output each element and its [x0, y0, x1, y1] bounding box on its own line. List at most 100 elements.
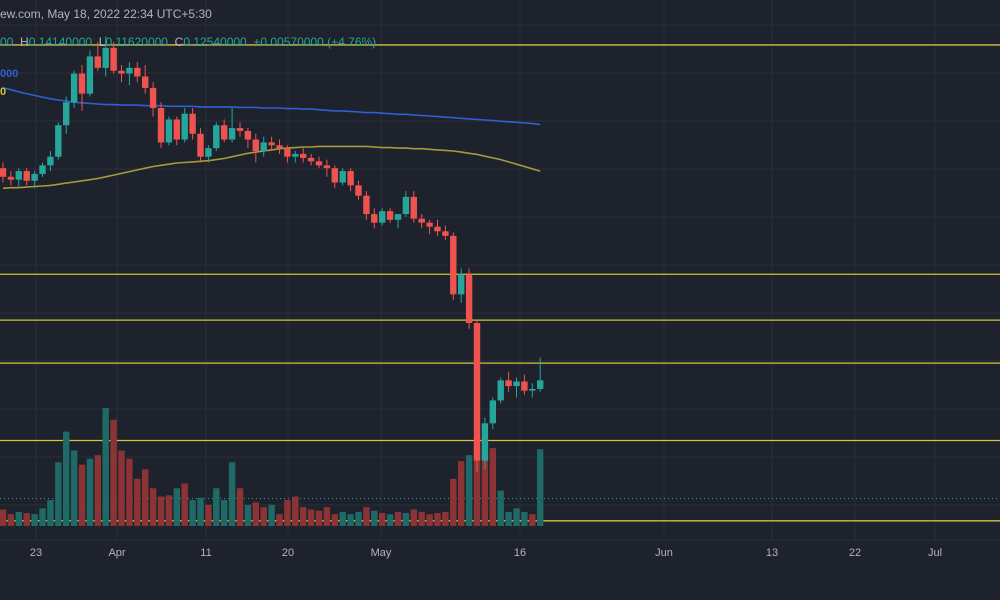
volume-bar	[268, 504, 275, 526]
x-tick-label: 11	[200, 547, 211, 559]
candle-body	[94, 56, 101, 68]
volume-bars	[0, 408, 544, 526]
volume-bar	[47, 500, 54, 526]
volume-bar	[157, 496, 165, 526]
candle-body	[394, 214, 402, 220]
candle-body	[339, 171, 346, 183]
change-value: +0.00570000 (+4.76%)	[253, 35, 377, 49]
volume-bar	[489, 448, 496, 526]
candle-body	[149, 87, 157, 108]
candle-body	[260, 142, 267, 151]
candle-body	[142, 76, 149, 88]
volume-bar	[339, 511, 346, 526]
candle-body	[213, 125, 220, 149]
volume-bar	[505, 511, 512, 526]
volume-bar	[434, 513, 441, 526]
volume-bar	[426, 514, 433, 526]
volume-bar	[213, 488, 220, 526]
candle-body	[315, 161, 323, 166]
volume-bar	[236, 488, 244, 526]
volume-bar	[284, 500, 291, 526]
candle-body	[529, 388, 536, 391]
candle-body	[418, 218, 425, 223]
candle-body	[371, 214, 378, 223]
volume-bar	[221, 500, 228, 526]
candle-body	[513, 381, 520, 387]
volume-bar	[402, 513, 410, 526]
volume-bar	[497, 490, 504, 526]
ohlc-readout: 00 H0.14140000 L0.11620000 C0.12540000 +…	[0, 35, 376, 49]
volume-bar	[228, 462, 236, 526]
volume-bar	[410, 509, 417, 526]
volume-bar	[331, 514, 338, 526]
x-tick-label: 20	[282, 547, 294, 559]
volume-bar	[86, 458, 94, 526]
candle-body	[489, 400, 496, 424]
ma50-line	[2, 145, 541, 190]
x-tick-label: Jul	[928, 547, 942, 559]
x-tick-label: Apr	[108, 547, 125, 559]
volume-bar	[465, 455, 473, 526]
volume-bar	[39, 508, 46, 526]
candle-body	[323, 165, 331, 169]
candle-body	[410, 196, 417, 219]
volume-bar	[347, 514, 354, 526]
candle-body	[442, 231, 449, 236]
candle-body	[386, 211, 394, 220]
candle-body	[458, 274, 465, 295]
volume-bar	[15, 511, 22, 526]
high-value: 0.14140000	[28, 35, 93, 49]
candle-body	[521, 381, 528, 391]
candle-body	[300, 153, 307, 158]
volume-bar	[458, 461, 465, 526]
candle-body	[347, 171, 354, 186]
candle-body	[292, 153, 299, 157]
volume-bar	[134, 478, 141, 526]
x-tick-label: 13	[766, 547, 778, 559]
candle-body	[268, 142, 275, 146]
volume-bar	[244, 504, 252, 526]
grid	[0, 0, 1000, 540]
volume-bar	[379, 513, 386, 526]
candle-body	[244, 130, 252, 140]
volume-bar	[537, 449, 544, 526]
candle-body	[134, 67, 141, 77]
volume-bar	[197, 497, 204, 526]
volume-bar	[386, 514, 394, 526]
candle-body	[157, 108, 165, 143]
x-axis: 23 Apr 11 20 May 16 Jun 13 22 Jul	[0, 539, 1000, 600]
volume-bar	[94, 455, 101, 526]
candle-body	[70, 73, 78, 103]
open-value-fragment: 00	[0, 35, 14, 49]
volume-bar	[31, 514, 38, 526]
volume-bar	[173, 488, 180, 526]
candle-body	[481, 423, 489, 461]
candle-body	[331, 168, 338, 183]
low-value: 0.11620000	[105, 35, 168, 49]
volume-bar	[181, 483, 188, 526]
volume-bar	[126, 458, 133, 526]
candle-body	[15, 171, 22, 180]
candle-body	[7, 176, 15, 180]
volume-bar	[307, 509, 315, 526]
low-key: L	[98, 35, 106, 49]
x-tick-label: 16	[514, 547, 526, 559]
volume-bar	[102, 408, 109, 526]
candle-body	[465, 274, 473, 323]
volume-bar	[513, 508, 520, 526]
candle-body	[363, 195, 370, 215]
candle-body	[252, 139, 259, 151]
volume-bar	[315, 510, 323, 526]
candle-body	[221, 125, 228, 140]
volume-bar	[63, 431, 70, 526]
close-value: 0.12540000	[183, 35, 247, 49]
candle-body	[31, 173, 38, 181]
volume-bar	[252, 502, 259, 526]
volume-bar	[355, 511, 362, 526]
ma200-line	[2, 87, 541, 126]
volume-bar	[473, 449, 481, 526]
candle-body	[236, 128, 244, 131]
volume-bar	[149, 488, 157, 526]
volume-bar	[142, 469, 149, 526]
